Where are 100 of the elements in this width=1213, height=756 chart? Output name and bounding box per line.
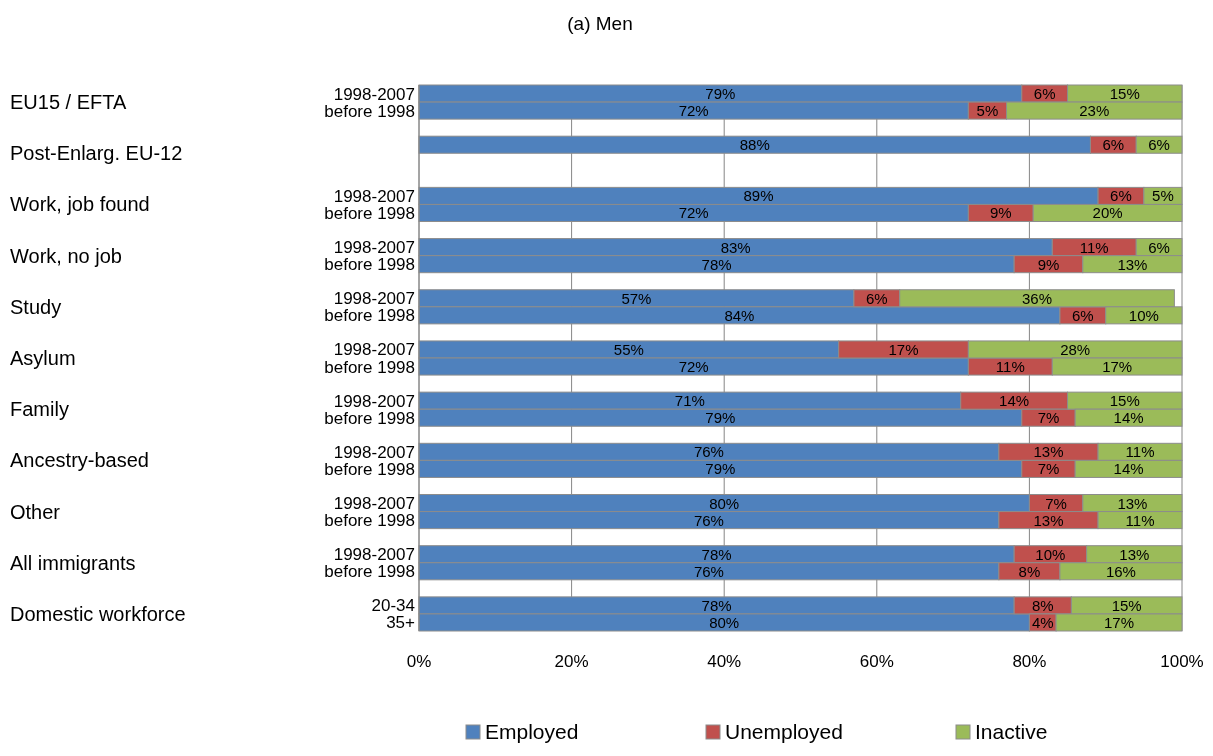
y-tick-label: before 1998 — [324, 255, 415, 275]
data-label: 79% — [705, 85, 736, 103]
data-label: 88% — [739, 136, 770, 154]
text: Work, job found — [10, 193, 150, 216]
y-tick-label: before 1998 — [324, 203, 415, 223]
y-tick-label: before 1998 — [324, 408, 415, 428]
x-tick-label: 0% — [406, 652, 432, 671]
legend-label: Employed — [485, 720, 579, 743]
data-label: 80% — [709, 613, 740, 631]
data-label: 80% — [709, 494, 740, 512]
data-label: 14% — [999, 392, 1030, 410]
data-label: 10% — [1128, 306, 1159, 324]
x-tick-label: 20% — [554, 652, 589, 671]
data-label: 14% — [1113, 460, 1144, 478]
data-label: 11% — [1125, 511, 1155, 529]
y-tick-label: 1998-2007 — [333, 186, 415, 206]
data-label: 79% — [705, 409, 736, 427]
text: Domestic workforce — [10, 602, 186, 625]
data-label: 13% — [1119, 545, 1150, 563]
data-label: 7% — [1037, 409, 1060, 427]
y-tick-label: 1998-2007 — [333, 545, 415, 565]
data-label: 11% — [1079, 238, 1109, 256]
x-tick-label: 100% — [1160, 652, 1204, 671]
y-tick-label: 35+ — [386, 613, 416, 633]
y-tick-label: 20-34 — [371, 596, 415, 616]
data-label: 76% — [693, 511, 724, 529]
data-label: 9% — [989, 204, 1012, 222]
text: Family — [10, 398, 69, 421]
data-label: 78% — [701, 545, 732, 563]
data-label: 17% — [888, 340, 919, 358]
x-tick-label: 40% — [707, 652, 742, 671]
data-label: 36% — [1022, 289, 1053, 307]
data-label: 11% — [1125, 443, 1155, 461]
data-label: 13% — [1033, 511, 1064, 529]
data-label: 72% — [678, 204, 709, 222]
data-label: 5% — [976, 102, 999, 120]
data-label: 7% — [1045, 494, 1067, 512]
data-label: 76% — [693, 562, 724, 580]
data-label: 83% — [720, 238, 751, 256]
y-tick-label: 1998-2007 — [333, 391, 415, 411]
text: Study — [10, 295, 62, 318]
y-tick-label: 1998-2007 — [333, 289, 415, 309]
legend-label: Unemployed — [725, 720, 843, 743]
y-tick-label: before 1998 — [324, 459, 415, 479]
legend-label: Inactive — [975, 720, 1048, 743]
data-label: 55% — [613, 340, 644, 358]
data-label: 7% — [1037, 460, 1060, 478]
data-label: 6% — [1071, 306, 1094, 324]
y-tick-label: before 1998 — [324, 511, 415, 531]
data-label: 28% — [1060, 340, 1091, 358]
data-label: 20% — [1092, 204, 1123, 222]
data-label: 13% — [1033, 443, 1064, 461]
data-label: 16% — [1105, 562, 1136, 580]
data-label: 10% — [1035, 545, 1066, 563]
data-label: 78% — [701, 255, 732, 273]
data-label: 14% — [1113, 409, 1144, 427]
data-label: 11% — [995, 358, 1025, 376]
data-label: 17% — [1104, 613, 1135, 631]
text: EU15 / EFTA — [10, 91, 127, 114]
data-label: 8% — [1018, 562, 1041, 580]
y-tick-label: 1998-2007 — [333, 340, 415, 360]
data-label: 72% — [678, 358, 709, 376]
data-label: 72% — [678, 102, 709, 120]
text: All immigrants — [10, 551, 136, 574]
data-label: 6% — [1110, 187, 1132, 205]
data-label: 17% — [1102, 358, 1133, 376]
data-label: 23% — [1079, 102, 1110, 120]
y-tick-label: 1998-2007 — [333, 442, 415, 462]
x-tick-label: 80% — [1012, 652, 1047, 671]
data-label: 71% — [674, 392, 705, 410]
chart-title: (a) Men — [567, 13, 633, 34]
text: Ancestry-based — [10, 449, 149, 472]
data-label: 89% — [743, 187, 774, 205]
data-label: 6% — [1148, 238, 1170, 256]
data-label: 8% — [1031, 596, 1054, 614]
text: Post-Enlarg. EU-12 — [10, 142, 183, 165]
text: Asylum — [10, 347, 76, 369]
data-label: 6% — [1033, 85, 1056, 103]
data-label: 6% — [1148, 136, 1170, 154]
y-tick-label: before 1998 — [324, 306, 415, 326]
y-tick-label: 1998-2007 — [333, 494, 415, 514]
data-label: 15% — [1109, 392, 1140, 410]
data-label: 5% — [1152, 187, 1174, 205]
data-label: 78% — [701, 596, 732, 614]
data-label: 13% — [1117, 255, 1148, 273]
data-label: 4% — [1031, 613, 1054, 631]
y-tick-label: before 1998 — [324, 562, 415, 582]
text: Work, no job — [10, 244, 122, 267]
y-tick-label: before 1998 — [324, 357, 415, 377]
data-label: 84% — [724, 306, 755, 324]
text: Other — [10, 500, 61, 523]
y-tick-label: 1998-2007 — [333, 84, 415, 104]
x-tick-label: 60% — [859, 652, 894, 671]
data-label: 79% — [705, 460, 736, 478]
data-label: 76% — [693, 443, 724, 461]
data-label: 6% — [865, 289, 888, 307]
data-label: 57% — [621, 289, 652, 307]
y-tick-label: 1998-2007 — [333, 238, 415, 258]
data-label: 9% — [1037, 255, 1060, 273]
data-label: 6% — [1102, 136, 1125, 154]
